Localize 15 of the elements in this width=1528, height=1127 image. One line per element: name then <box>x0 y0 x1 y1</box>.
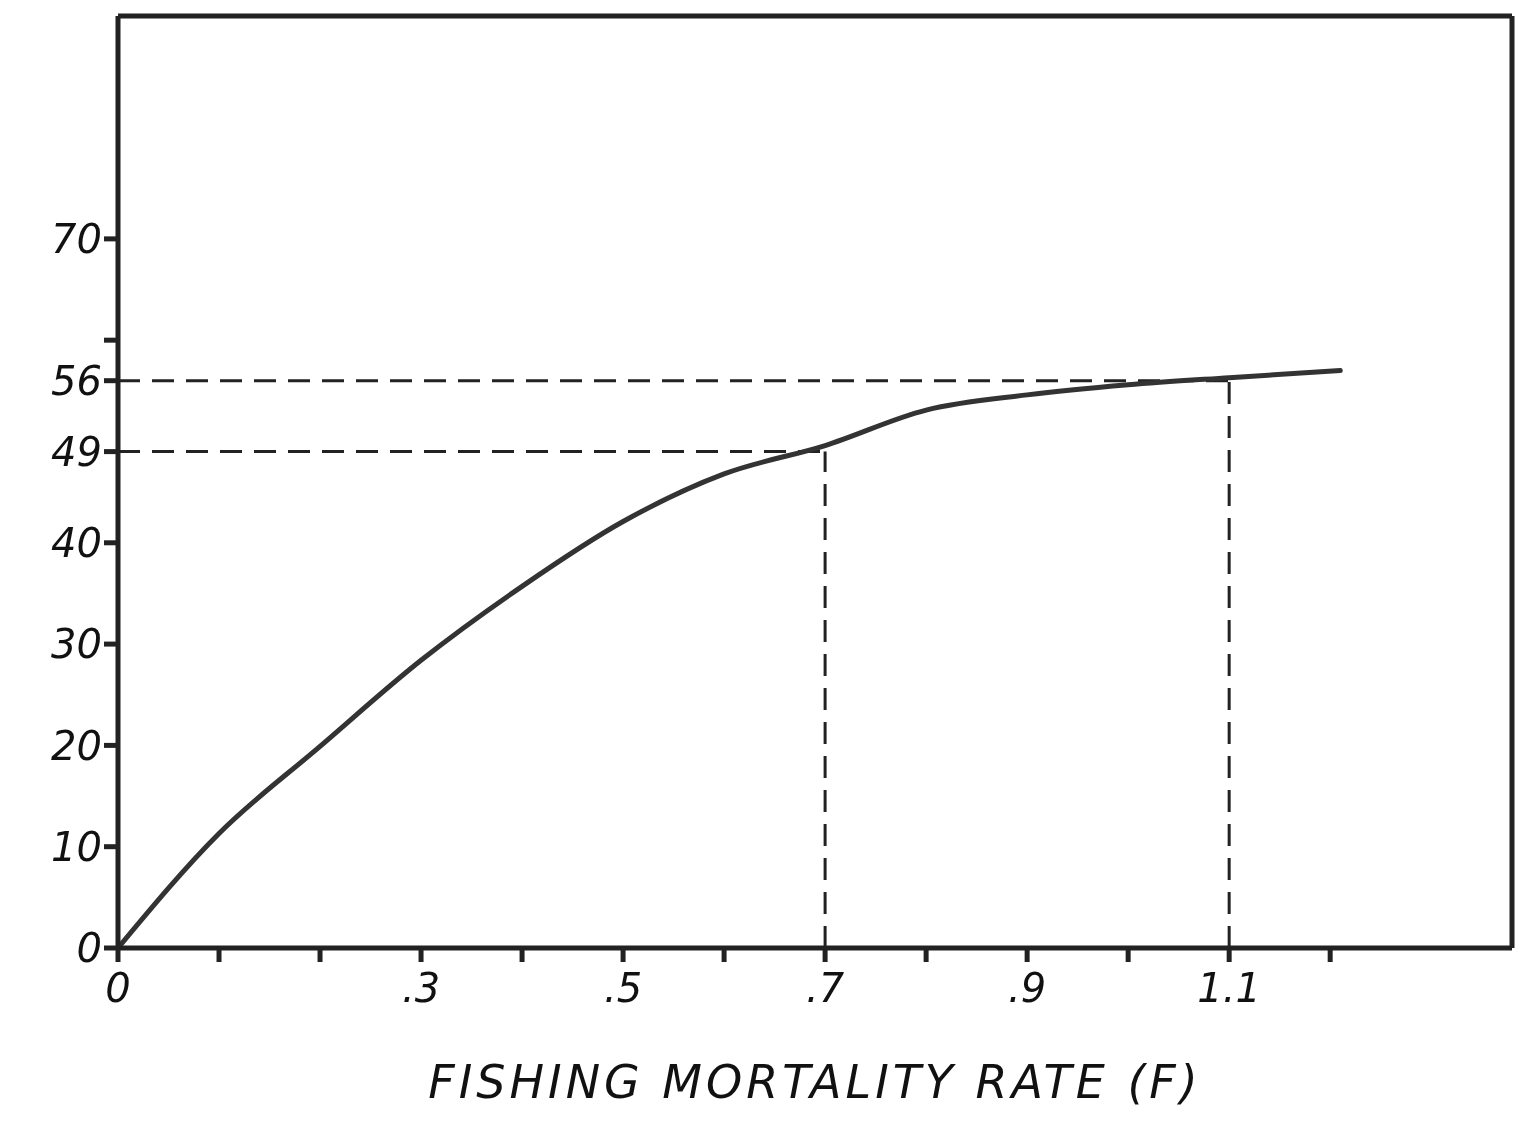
y-tick-label: 56 <box>51 357 102 404</box>
x-tick-label: 0 <box>105 965 131 1012</box>
y-tick-label: 10 <box>51 823 102 870</box>
y-tick-label: 0 <box>76 925 102 972</box>
x-tick-label: .7 <box>806 965 845 1012</box>
y-tick-label: 49 <box>51 428 102 475</box>
x-tick-label: 1.1 <box>1197 965 1261 1012</box>
x-tick-label: .5 <box>603 965 643 1012</box>
x-tick-label: .9 <box>1008 965 1047 1012</box>
y-tick-label: 30 <box>51 621 102 668</box>
y-tick-label: 20 <box>51 722 102 769</box>
y-tick-label: 40 <box>51 519 102 566</box>
x-axis-title: FISHING MORTALITY RATE (F) <box>428 1055 1202 1109</box>
x-tick-label: .3 <box>401 965 441 1012</box>
y-tick-label: 70 <box>51 216 102 263</box>
